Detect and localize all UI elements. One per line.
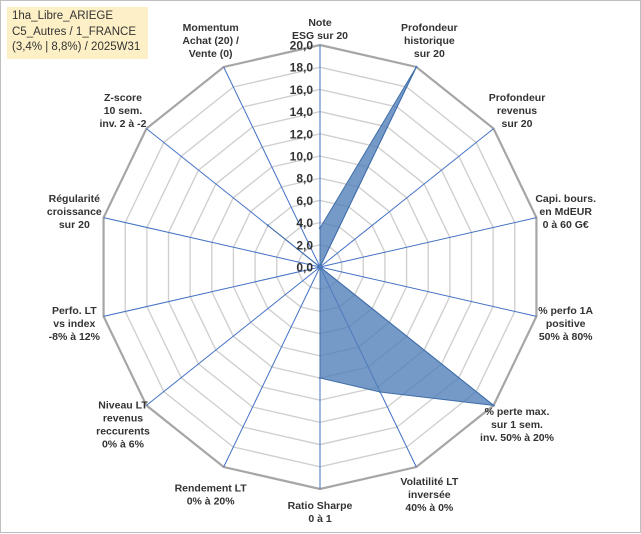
info-line-category: C5_Autres / 1_FRANCE [12, 25, 136, 38]
axis-label: Volatilité LT inversée 40% à 0% [400, 476, 459, 514]
tick-label: 0,0 [296, 261, 313, 275]
data-point [318, 376, 322, 380]
axis-spoke [146, 266, 321, 406]
axis-label: Régularité croissance sur 20 [47, 193, 102, 231]
series-area [267, 66, 496, 407]
axis-spoke [319, 128, 494, 268]
axis-label: Rendement LT 0% à 20% [175, 483, 248, 508]
tick-label: 8,0 [296, 172, 313, 186]
axis-label: % perte max. sur 1 sem. inv. 50% à 20% [480, 406, 555, 444]
axis-label: Z-score 10 sem. inv. 2 à -2 [99, 92, 146, 130]
tick-label: 10,0 [290, 150, 314, 164]
axis-label: Capi. bours. en MdEUR 0 à 60 G€ [535, 193, 596, 231]
axis-label: Perfo. LT vs index -8% à 12% [49, 305, 101, 343]
tick-label: 16,0 [290, 83, 314, 97]
tick-label: 12,0 [290, 127, 314, 141]
axis-label: Profondeur revenus sur 20 [489, 92, 546, 130]
axis-spoke [103, 266, 321, 317]
tick-label: 18,0 [290, 61, 314, 75]
axis-label: Ratio Sharpe 0 à 1 [288, 500, 353, 525]
axis-spoke [223, 266, 321, 468]
axis-label: Niveau LT revenus reccurents 0% à 6% [96, 400, 150, 451]
data-point [379, 390, 382, 394]
series-layer [266, 65, 496, 407]
data-point [318, 226, 322, 230]
info-line-name: 1ha_Libre_ARIEGE [12, 10, 114, 22]
data-point [415, 65, 418, 69]
axis-labels: Note ESG sur 20 Profondeur historique sur 20… [47, 17, 596, 525]
tick-label: 14,0 [290, 105, 314, 119]
tick-label: 4,0 [296, 216, 313, 230]
axis-label: Momentum Achat (20) / Vente (0) [182, 22, 239, 60]
axis-label: % perfo 1A positive 50% à 80% [538, 305, 593, 343]
tick-label: 20,0 [290, 39, 314, 53]
axis-label: Note ESG sur 20 [292, 17, 348, 42]
data-point [492, 404, 495, 407]
tick-label: 2,0 [296, 238, 313, 252]
info-line-stats: (3,4% | 8,8%) / 2025W31 [12, 41, 141, 53]
tick-labels: 0,0 2,0 4,0 6,0 8,0 10,0 12,0 14,0 16,0 18,0 20,0 [290, 39, 314, 275]
data-point [266, 224, 270, 227]
fund-info-box: 1ha_Libre_ARIEGE C5_Autres / 1_FRANCE (3… [7, 7, 148, 59]
axis-spoke [103, 217, 321, 268]
axis-spoke [319, 217, 537, 268]
tick-label: 6,0 [296, 194, 313, 208]
data-point [318, 265, 322, 269]
axis-label: Profondeur historique sur 20 [401, 22, 458, 60]
axis-spoke [319, 266, 537, 317]
axis-spoke [223, 66, 321, 268]
